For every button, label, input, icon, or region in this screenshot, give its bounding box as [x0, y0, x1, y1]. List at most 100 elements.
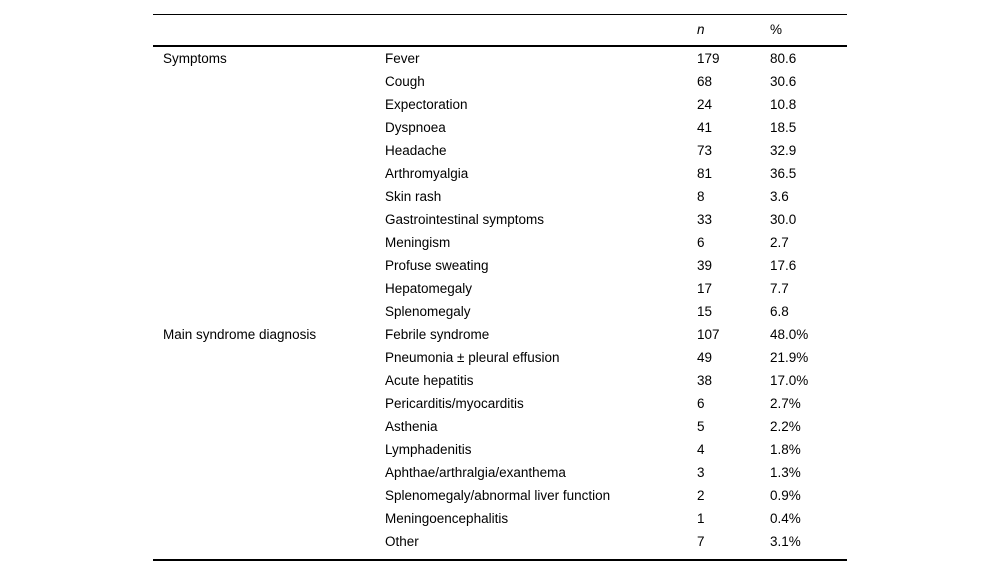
- percent-value-cell: 3.1%: [770, 534, 801, 549]
- table-row: Acute hepatitis 38 17.0%: [153, 369, 847, 392]
- item-cell: Asthenia: [385, 419, 438, 434]
- section-label-cell: [153, 277, 385, 300]
- table-row: Profuse sweating 39 17.6: [153, 254, 847, 277]
- item-cell: Febrile syndrome: [385, 327, 490, 342]
- percent-value-cell: 1.8%: [770, 442, 801, 457]
- n-value-cell: 4: [697, 442, 705, 457]
- item-cell: Skin rash: [385, 189, 442, 204]
- section-label-cell: Main syndrome diagnosis: [163, 327, 317, 342]
- table-row: Pneumonia ± pleural effusion 49 21.9%: [153, 346, 847, 369]
- column-header-n: n: [697, 14, 770, 47]
- section-label-cell: [153, 231, 385, 254]
- table-row: Other 7 3.1%: [153, 530, 847, 560]
- table-row: Arthromyalgia 81 36.5: [153, 162, 847, 185]
- item-cell: Splenomegaly/abnormal liver function: [385, 488, 611, 503]
- item-cell: Gastrointestinal symptoms: [385, 212, 545, 227]
- section-label-cell: [153, 254, 385, 277]
- table-row: Lymphadenitis 4 1.8%: [153, 438, 847, 461]
- section-label-cell: [153, 70, 385, 93]
- n-value-cell: 1: [697, 511, 705, 526]
- table-row: Expectoration 24 10.8: [153, 93, 847, 116]
- section-label-cell: [153, 415, 385, 438]
- n-value-cell: 73: [697, 143, 713, 158]
- percent-value-cell: 17.6: [770, 258, 797, 273]
- item-cell: Aphthae/arthralgia/exanthema: [385, 465, 566, 480]
- table-row: Splenomegaly/abnormal liver function 2 0.9…: [153, 484, 847, 507]
- item-cell: Arthromyalgia: [385, 166, 469, 181]
- n-value-cell: 81: [697, 166, 713, 181]
- item-cell: Meningism: [385, 235, 451, 250]
- percent-value-cell: 6.8: [770, 304, 789, 319]
- table-row: Meningoencephalitis 1 0.4%: [153, 507, 847, 530]
- percent-value-cell: 17.0%: [770, 373, 809, 388]
- n-value-cell: 8: [697, 189, 705, 204]
- section-label-cell: [153, 139, 385, 162]
- section-label-cell: [153, 208, 385, 231]
- symptoms-diagnosis-table: n % Symptoms Fever 179 80.6 Cough 68 30.6 Expec…: [153, 14, 847, 561]
- percent-value-cell: 18.5: [770, 120, 797, 135]
- section-label-cell: [153, 93, 385, 116]
- table-row: Pericarditis/myocarditis 6 2.7%: [153, 392, 847, 415]
- n-value-cell: 39: [697, 258, 713, 273]
- table-row: Skin rash 8 3.6: [153, 185, 847, 208]
- percent-value-cell: 2.2%: [770, 419, 801, 434]
- table-row: Main syndrome diagnosis Febrile syndrome 1…: [153, 323, 847, 346]
- item-cell: Pericarditis/myocarditis: [385, 396, 524, 411]
- table-body: Symptoms Fever 179 80.6 Cough 68 30.6 Expectora…: [153, 46, 847, 560]
- n-value-cell: 7: [697, 534, 705, 549]
- section-label-cell: [153, 162, 385, 185]
- n-value-cell: 15: [697, 304, 713, 319]
- percent-value-cell: 2.7%: [770, 396, 801, 411]
- item-cell: Other: [385, 534, 419, 549]
- percent-value-cell: 30.6: [770, 74, 797, 89]
- item-cell: Pneumonia ± pleural effusion: [385, 350, 560, 365]
- n-value-cell: 38: [697, 373, 713, 388]
- column-header-percent: %: [770, 14, 847, 47]
- item-cell: Splenomegaly: [385, 304, 471, 319]
- item-cell: Dyspnoea: [385, 120, 446, 135]
- table-row: Meningism 6 2.7: [153, 231, 847, 254]
- table-row: Aphthae/arthralgia/exanthema 3 1.3%: [153, 461, 847, 484]
- item-cell: Fever: [385, 51, 420, 66]
- n-value-cell: 17: [697, 281, 713, 296]
- item-cell: Cough: [385, 74, 425, 89]
- table-row: Gastrointestinal symptoms 33 30.0: [153, 208, 847, 231]
- section-label-cell: [153, 392, 385, 415]
- n-value-cell: 3: [697, 465, 705, 480]
- item-cell: Acute hepatitis: [385, 373, 474, 388]
- header-category-cell: [153, 14, 385, 47]
- section-label-cell: Symptoms: [163, 51, 227, 66]
- item-cell: Expectoration: [385, 97, 468, 112]
- table-row: Asthenia 5 2.2%: [153, 415, 847, 438]
- percent-value-cell: 0.4%: [770, 511, 801, 526]
- n-value-cell: 6: [697, 235, 705, 250]
- table-row: Hepatomegaly 17 7.7: [153, 277, 847, 300]
- n-value-cell: 33: [697, 212, 713, 227]
- n-value-cell: 24: [697, 97, 713, 112]
- percent-value-cell: 32.9: [770, 143, 797, 158]
- item-cell: Headache: [385, 143, 447, 158]
- table-header-row: n %: [153, 14, 847, 47]
- table-row: Splenomegaly 15 6.8: [153, 300, 847, 323]
- table-row: Symptoms Fever 179 80.6: [153, 46, 847, 70]
- percent-value-cell: 30.0: [770, 212, 797, 227]
- percent-value-cell: 7.7: [770, 281, 789, 296]
- percent-value-cell: 48.0%: [770, 327, 809, 342]
- item-cell: Profuse sweating: [385, 258, 489, 273]
- table-row: Cough 68 30.6: [153, 70, 847, 93]
- percent-value-cell: 36.5: [770, 166, 797, 181]
- section-label-cell: [153, 507, 385, 530]
- n-value-cell: 49: [697, 350, 713, 365]
- section-label-cell: [153, 369, 385, 392]
- section-label-cell: [153, 185, 385, 208]
- section-label-cell: [153, 116, 385, 139]
- header-item-cell: [385, 14, 697, 47]
- percent-value-cell: 21.9%: [770, 350, 809, 365]
- n-value-cell: 6: [697, 396, 705, 411]
- n-value-cell: 107: [697, 327, 720, 342]
- item-cell: Hepatomegaly: [385, 281, 473, 296]
- section-label-cell: [153, 530, 385, 560]
- section-label-cell: [153, 461, 385, 484]
- percent-value-cell: 2.7: [770, 235, 789, 250]
- section-label-cell: [153, 484, 385, 507]
